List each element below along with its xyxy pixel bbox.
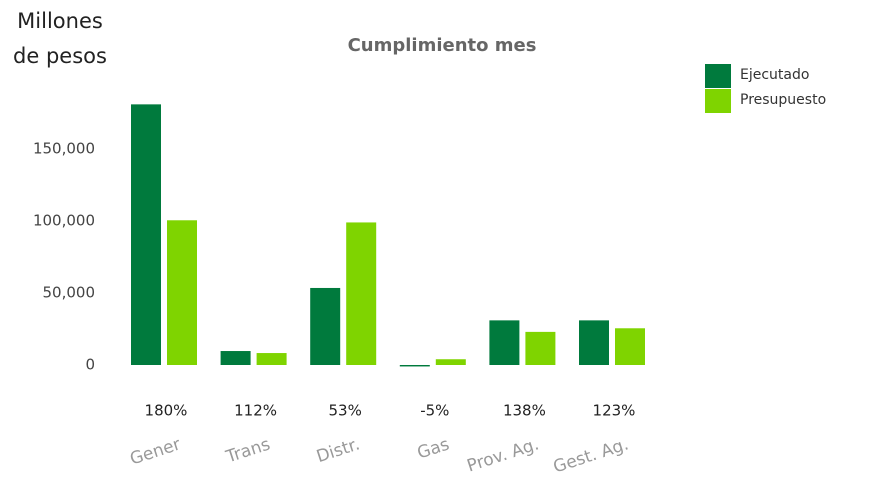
x-tick-label: Prov. Ag. — [465, 434, 542, 476]
bar — [399, 365, 430, 367]
bar-annotation: 53% — [329, 402, 362, 420]
bar — [525, 331, 556, 365]
y-tick-label: 0 — [85, 356, 95, 374]
bar-annotation: 138% — [503, 402, 546, 420]
y-tick-label: 50,000 — [43, 284, 96, 302]
legend-swatch — [705, 64, 731, 88]
y-tick-label: 100,000 — [33, 212, 95, 230]
legend-label: Ejecutado — [740, 67, 809, 83]
bar — [256, 353, 287, 365]
legend-label: Presupuesto — [740, 92, 826, 108]
x-tick-label: Gener — [128, 434, 184, 469]
bar-annotation: -5% — [420, 402, 449, 420]
x-tick-label: Distr. — [314, 434, 362, 467]
x-tick-label: Gest. Ag. — [551, 434, 631, 477]
bar — [435, 359, 466, 365]
bar-annotation: 180% — [145, 402, 188, 420]
bar — [131, 104, 161, 366]
bar — [310, 287, 341, 365]
legend-swatch — [705, 89, 731, 113]
y-tick-label: 150,000 — [33, 140, 95, 158]
x-tick-label: Gas — [415, 434, 452, 463]
bar — [346, 222, 377, 365]
chart-title: Cumplimiento mes — [348, 35, 537, 56]
y-axis-label: de pesos — [13, 44, 107, 68]
bar-annotation: 112% — [234, 402, 277, 420]
bar — [615, 328, 645, 365]
y-axis-label: Millones — [17, 9, 103, 33]
x-tick-label: Trans — [223, 434, 273, 467]
bar — [167, 220, 197, 365]
bar — [489, 320, 520, 365]
bar — [220, 351, 251, 365]
bar-annotation: 123% — [593, 402, 636, 420]
bar — [579, 320, 609, 365]
